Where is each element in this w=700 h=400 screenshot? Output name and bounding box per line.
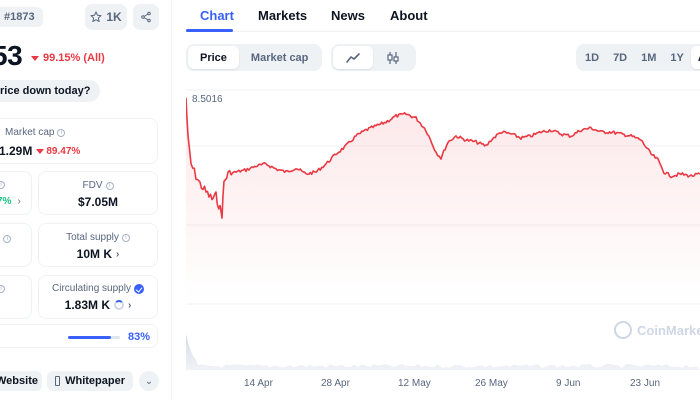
coin-price: 53 xyxy=(0,40,23,71)
circulating-supply-value: 1.83M K xyxy=(64,298,110,312)
volume-change: 7% xyxy=(0,196,12,207)
supply-percent: 83% xyxy=(128,331,151,343)
circulating-supply-label-row: Circulating supply xyxy=(39,283,157,294)
total-supply-label: Total supply xyxy=(66,232,119,243)
info-icon: i xyxy=(0,285,5,293)
chart-type-toggle xyxy=(331,44,416,71)
coin-stats-panel: #1873 1K 53 99.15% (All) rice down today… xyxy=(0,0,172,400)
website-link[interactable]: Website xyxy=(0,371,42,391)
market-cap-change: 89.47% xyxy=(36,146,80,157)
fdv-card[interactable]: FDV i $7.05M xyxy=(38,171,158,215)
fdv-label-row: FDV i xyxy=(39,180,157,191)
chevron-right-icon: › xyxy=(17,196,21,207)
total-supply-card[interactable]: Total supply i 10M K › xyxy=(38,223,158,267)
fdv-value: $7.05M xyxy=(77,195,119,209)
total-supply-label-row: Total supply i xyxy=(39,232,157,243)
info-icon: i xyxy=(57,128,66,137)
more-links-button[interactable]: ⌄ xyxy=(139,371,159,391)
section-tabs xyxy=(186,0,700,32)
fdv-label: FDV xyxy=(82,180,103,191)
chevron-right-icon: › xyxy=(116,248,120,260)
price-change: 99.15% (All) xyxy=(31,52,105,64)
price-area-fill xyxy=(186,97,700,305)
market-cap-label: Market cap xyxy=(5,127,55,138)
tab-markets[interactable]: Markets xyxy=(258,8,308,23)
max-supply-label-row: ) i xyxy=(0,233,12,244)
active-tab-indicator xyxy=(186,29,233,32)
info-icon: i xyxy=(3,234,12,243)
total-supply-value: 10M K xyxy=(76,247,112,261)
chevron-down-icon: ⌄ xyxy=(144,375,154,387)
tab-news[interactable]: News xyxy=(331,8,365,23)
whitepaper-label: Whitepaper xyxy=(65,375,125,387)
range-7d[interactable]: 7D xyxy=(613,51,628,64)
volume-change-row: 7% › xyxy=(0,196,21,207)
share-button[interactable] xyxy=(133,4,159,30)
share-icon xyxy=(141,11,151,23)
caret-down-icon xyxy=(31,55,39,61)
info-icon: i xyxy=(121,233,130,242)
verified-icon xyxy=(133,283,144,294)
info-icon: i xyxy=(105,181,114,190)
document-icon xyxy=(55,376,61,386)
max-supply-card[interactable]: ) i xyxy=(0,223,32,267)
volume-card[interactable]: i 7% › xyxy=(0,171,32,215)
why-price-down-button[interactable]: rice down today? xyxy=(0,80,101,102)
range-1y[interactable]: 1Y xyxy=(670,51,684,64)
coinmarketcap-logo-icon xyxy=(614,321,632,339)
circulating-supply-label: Circulating supply xyxy=(52,283,131,294)
tab-chart[interactable]: Chart xyxy=(200,8,234,23)
star-icon xyxy=(90,11,102,23)
x-tick-label: 9 Jun xyxy=(556,378,581,389)
market-cap-toggle[interactable]: Market cap xyxy=(250,51,309,64)
range-1d[interactable]: 1D xyxy=(585,51,600,64)
watchlist-button[interactable]: 1K xyxy=(85,4,127,30)
caret-down-icon xyxy=(36,148,45,154)
chevron-right-icon: › xyxy=(128,299,132,311)
x-tick-label: 12 May xyxy=(398,378,431,389)
supply-progress-fill xyxy=(68,336,112,339)
range-all[interactable]: A xyxy=(690,46,700,69)
market-cap-label-row: Market cap i xyxy=(5,127,66,138)
candlestick-icon xyxy=(387,51,399,64)
price-chart[interactable] xyxy=(186,84,700,370)
total-supply-value-row: 10M K › xyxy=(39,247,157,261)
market-cap-change-value: 89.47% xyxy=(46,145,81,157)
price-line xyxy=(186,97,700,219)
supply-progress-bar xyxy=(68,336,120,339)
market-cap-value-row: 1.29M 89.47% xyxy=(0,144,80,158)
line-chart-icon xyxy=(346,52,360,63)
market-cap-card[interactable]: Market cap i 1.29M 89.47% xyxy=(0,118,158,164)
x-tick-label: 28 Apr xyxy=(321,378,350,389)
tab-about[interactable]: About xyxy=(390,8,428,23)
time-range-selector: 1D 7D 1M 1Y A xyxy=(576,44,700,71)
watchlist-count: 1K xyxy=(106,10,122,24)
line-chart-button[interactable] xyxy=(333,46,373,69)
market-cap-value: 1.29M xyxy=(0,144,33,158)
x-tick-label: 26 May xyxy=(475,378,508,389)
whitepaper-link[interactable]: Whitepaper xyxy=(47,371,133,391)
watermark-text: CoinMarke xyxy=(637,322,700,338)
x-tick-label: 23 Jun xyxy=(630,378,661,389)
price-change-value: 99.15% (All) xyxy=(43,52,105,64)
chart-top-price-label: 8.5016 xyxy=(192,94,223,105)
info-icon: i xyxy=(0,181,5,189)
circulating-supply-card[interactable]: Circulating supply 1.83M K › xyxy=(38,275,158,319)
price-toggle[interactable]: Price xyxy=(188,46,239,69)
coinmarketcap-watermark: CoinMarke xyxy=(614,321,700,339)
website-label: Website xyxy=(0,375,38,387)
x-tick-label: 14 Apr xyxy=(244,378,273,389)
loading-icon xyxy=(114,300,124,310)
chart-metric-toggle: Price Market cap xyxy=(186,44,323,71)
volume-bars xyxy=(186,334,700,370)
circulating-supply-value-row: 1.83M K › xyxy=(39,298,157,312)
rank-badge: #1873 xyxy=(0,7,43,27)
holders-card[interactable]: i xyxy=(0,275,32,319)
candlestick-button[interactable] xyxy=(373,46,413,69)
range-1m[interactable]: 1M xyxy=(641,51,657,64)
